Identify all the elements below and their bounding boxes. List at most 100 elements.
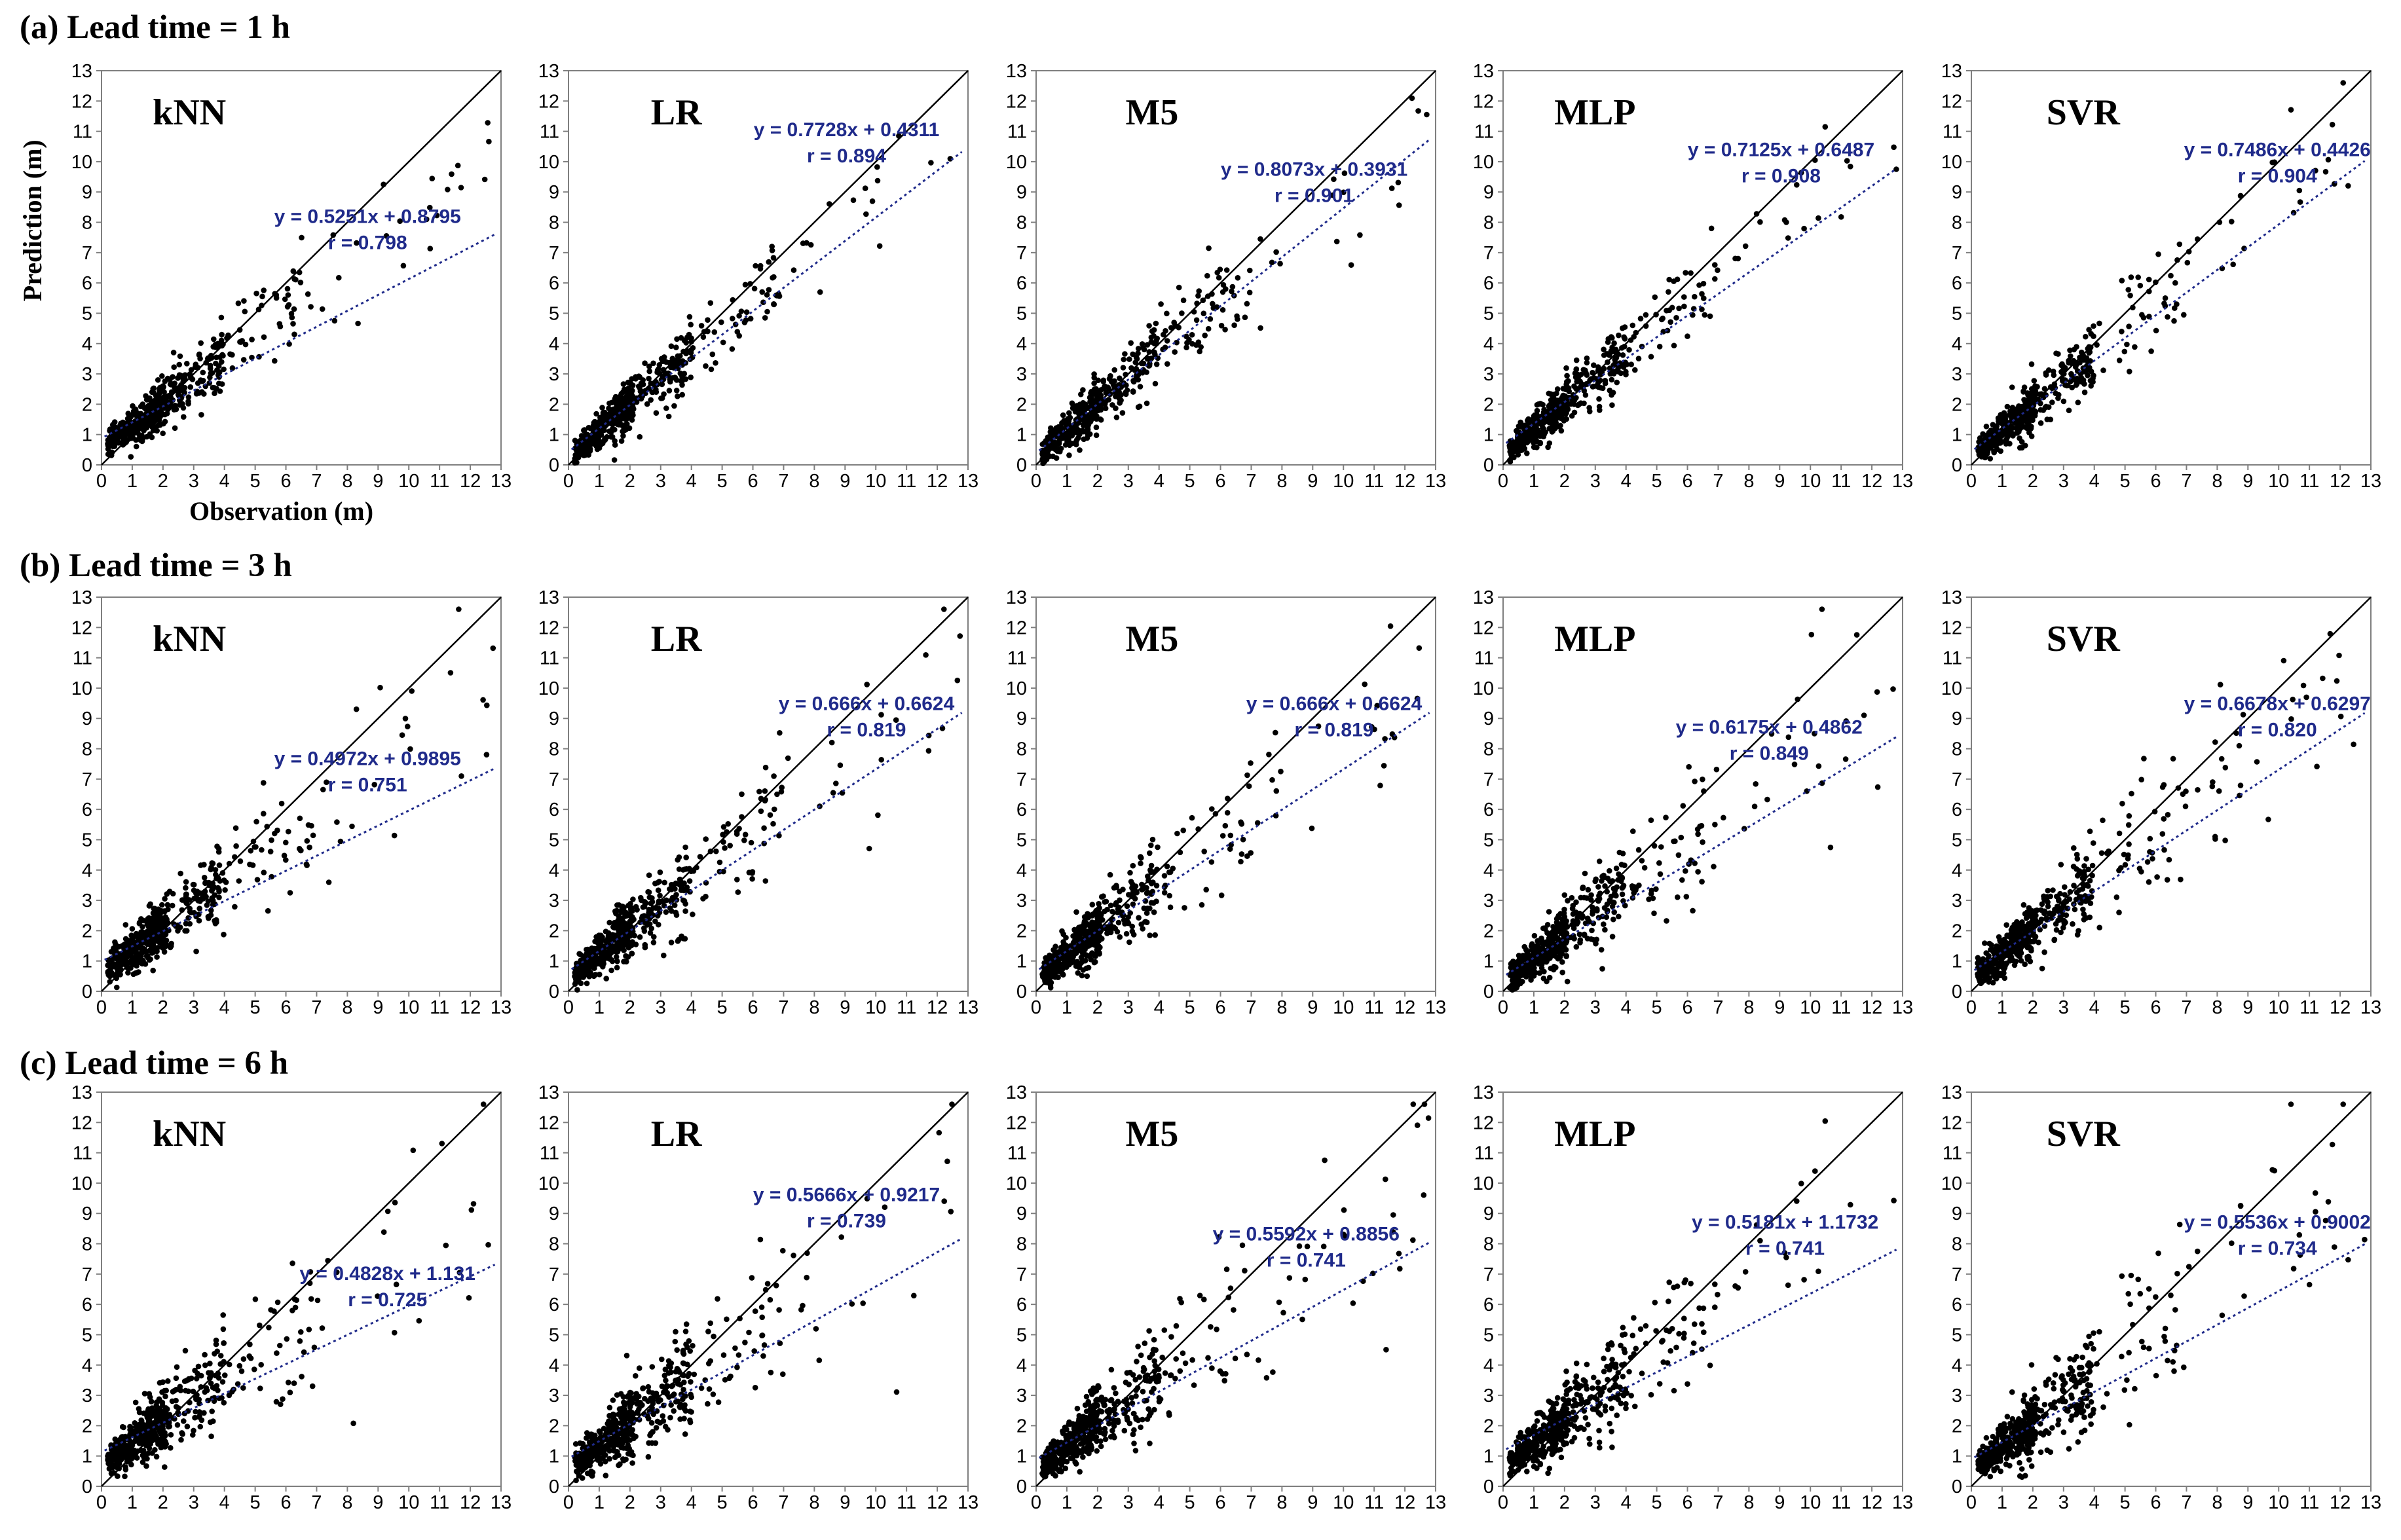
data-point [1145, 873, 1151, 879]
data-point [766, 259, 772, 265]
data-point [2087, 365, 2093, 371]
x-tick-label: 12 [1394, 997, 1415, 1018]
data-point [669, 908, 675, 914]
data-point [1601, 352, 1607, 358]
data-point [705, 317, 711, 323]
regression-line [1038, 139, 1430, 452]
x-tick-label: 3 [189, 997, 199, 1018]
data-point [659, 381, 665, 388]
data-point [2021, 384, 2028, 390]
data-point [1067, 414, 1073, 421]
data-point [770, 820, 776, 827]
data-point [1514, 441, 1520, 448]
data-point [648, 925, 655, 932]
data-point [1623, 369, 1629, 375]
data-point [1140, 360, 1147, 367]
data-point [1088, 393, 1094, 399]
data-point [1218, 323, 1225, 329]
data-point [269, 837, 274, 843]
data-point [250, 838, 257, 845]
data-point [2135, 274, 2141, 280]
x-tick-label: 2 [1092, 471, 1103, 492]
one-to-one-line [568, 596, 969, 992]
data-point [2124, 341, 2130, 348]
data-point [1669, 304, 1675, 311]
data-point [109, 961, 115, 968]
data-point [1060, 412, 1066, 418]
data-point [2174, 257, 2180, 263]
data-point [2015, 416, 2020, 422]
data-point [653, 410, 660, 416]
data-point [1277, 261, 1283, 267]
data-point [1144, 885, 1149, 891]
data-point [1983, 441, 1990, 448]
data-point [727, 843, 733, 849]
x-tick-label: 4 [686, 471, 697, 492]
data-point [1387, 623, 1394, 629]
y-tick-label: 8 [1483, 213, 1494, 234]
data-point [237, 858, 244, 864]
x-tick-label: 2 [625, 997, 635, 1018]
data-point [1109, 908, 1115, 915]
data-point [1214, 304, 1220, 310]
data-point [1273, 788, 1280, 794]
data-point [586, 972, 592, 978]
data-point [397, 218, 403, 225]
data-point [757, 266, 764, 272]
data-point [1616, 913, 1622, 920]
data-point [107, 979, 113, 985]
data-point [236, 878, 242, 884]
y-tick-label: 0 [1952, 455, 1962, 476]
data-point [1152, 380, 1159, 387]
data-point [1514, 428, 1519, 434]
y-tick-label: 11 [540, 122, 559, 143]
data-point [1152, 352, 1158, 358]
data-point [1229, 284, 1236, 290]
data-point [720, 832, 726, 837]
y-tick-label: 0 [549, 455, 559, 476]
data-point [381, 181, 386, 188]
data-point [656, 879, 662, 885]
y-tick-label: 4 [1016, 334, 1027, 355]
data-point [2313, 168, 2318, 174]
data-point [1196, 288, 1202, 294]
data-point [572, 456, 578, 462]
data-point [2067, 378, 2074, 385]
data-point [1123, 371, 1128, 378]
x-tick-label: 7 [778, 997, 789, 1018]
data-point [1166, 892, 1172, 899]
data-point [2002, 437, 2009, 444]
x-tick-label: 4 [1621, 997, 1631, 1018]
data-point [2085, 346, 2091, 352]
data-point [1987, 456, 1994, 462]
data-point [1333, 238, 1340, 245]
data-point [1074, 959, 1081, 965]
data-point [1815, 215, 1821, 221]
data-point [1622, 344, 1628, 350]
data-point [1610, 390, 1616, 395]
data-point [642, 360, 648, 366]
data-point [1715, 267, 1721, 274]
y-tick-label: 12 [1473, 91, 1494, 112]
data-point [1246, 289, 1253, 296]
regression-line [104, 233, 496, 438]
data-point [1590, 369, 1595, 376]
data-point [1757, 219, 1763, 225]
data-point [149, 434, 155, 441]
data-point [675, 394, 680, 399]
data-point [680, 897, 686, 904]
data-point [272, 830, 278, 837]
y-tick-label: 11 [1943, 122, 1962, 143]
data-point [580, 968, 586, 974]
x-tick-label: 11 [1364, 997, 1384, 1018]
data-point [1584, 372, 1590, 378]
data-point [1651, 843, 1658, 849]
panel-knn-1h: 001122334455667788991010111112121313kNNy… [18, 61, 512, 526]
data-point [297, 280, 304, 285]
data-point [226, 860, 233, 867]
data-point [115, 957, 121, 962]
data-point [598, 431, 604, 437]
y-tick-label: 10 [1473, 678, 1494, 699]
y-tick-label: 0 [1483, 981, 1494, 1002]
data-point [151, 390, 157, 395]
